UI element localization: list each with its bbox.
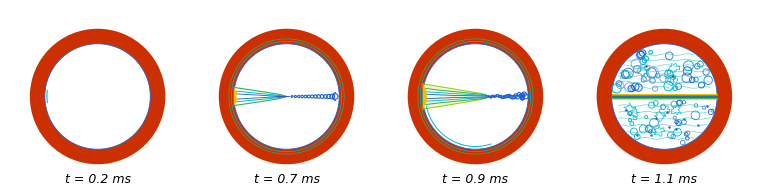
Text: t = 1.1 ms: t = 1.1 ms (632, 173, 697, 186)
Circle shape (607, 39, 722, 154)
Circle shape (612, 44, 717, 149)
Text: t = 0.7 ms: t = 0.7 ms (254, 173, 319, 186)
Circle shape (411, 31, 540, 162)
Circle shape (219, 29, 354, 164)
Circle shape (611, 43, 718, 150)
Circle shape (602, 34, 727, 159)
Circle shape (229, 39, 344, 154)
Circle shape (40, 39, 155, 154)
Circle shape (44, 43, 151, 150)
Polygon shape (423, 84, 489, 109)
Circle shape (30, 29, 165, 164)
Circle shape (222, 31, 351, 162)
Text: t = 0.2 ms: t = 0.2 ms (65, 173, 130, 186)
Circle shape (422, 43, 529, 150)
Circle shape (418, 39, 533, 154)
Circle shape (45, 44, 150, 149)
Polygon shape (423, 84, 427, 109)
Circle shape (413, 34, 538, 159)
Circle shape (408, 29, 543, 164)
Circle shape (233, 43, 340, 150)
Circle shape (35, 34, 160, 159)
Circle shape (234, 44, 339, 149)
Circle shape (224, 34, 349, 159)
Polygon shape (234, 87, 236, 106)
Circle shape (423, 44, 528, 149)
Circle shape (38, 37, 157, 156)
Circle shape (43, 41, 152, 152)
Circle shape (597, 29, 732, 164)
Circle shape (232, 41, 341, 152)
Circle shape (421, 41, 530, 152)
Circle shape (416, 37, 535, 156)
Circle shape (610, 41, 719, 152)
Circle shape (227, 37, 346, 156)
Circle shape (605, 37, 724, 156)
Circle shape (33, 31, 162, 162)
Circle shape (600, 31, 729, 162)
Text: t = 0.9 ms: t = 0.9 ms (443, 173, 508, 186)
